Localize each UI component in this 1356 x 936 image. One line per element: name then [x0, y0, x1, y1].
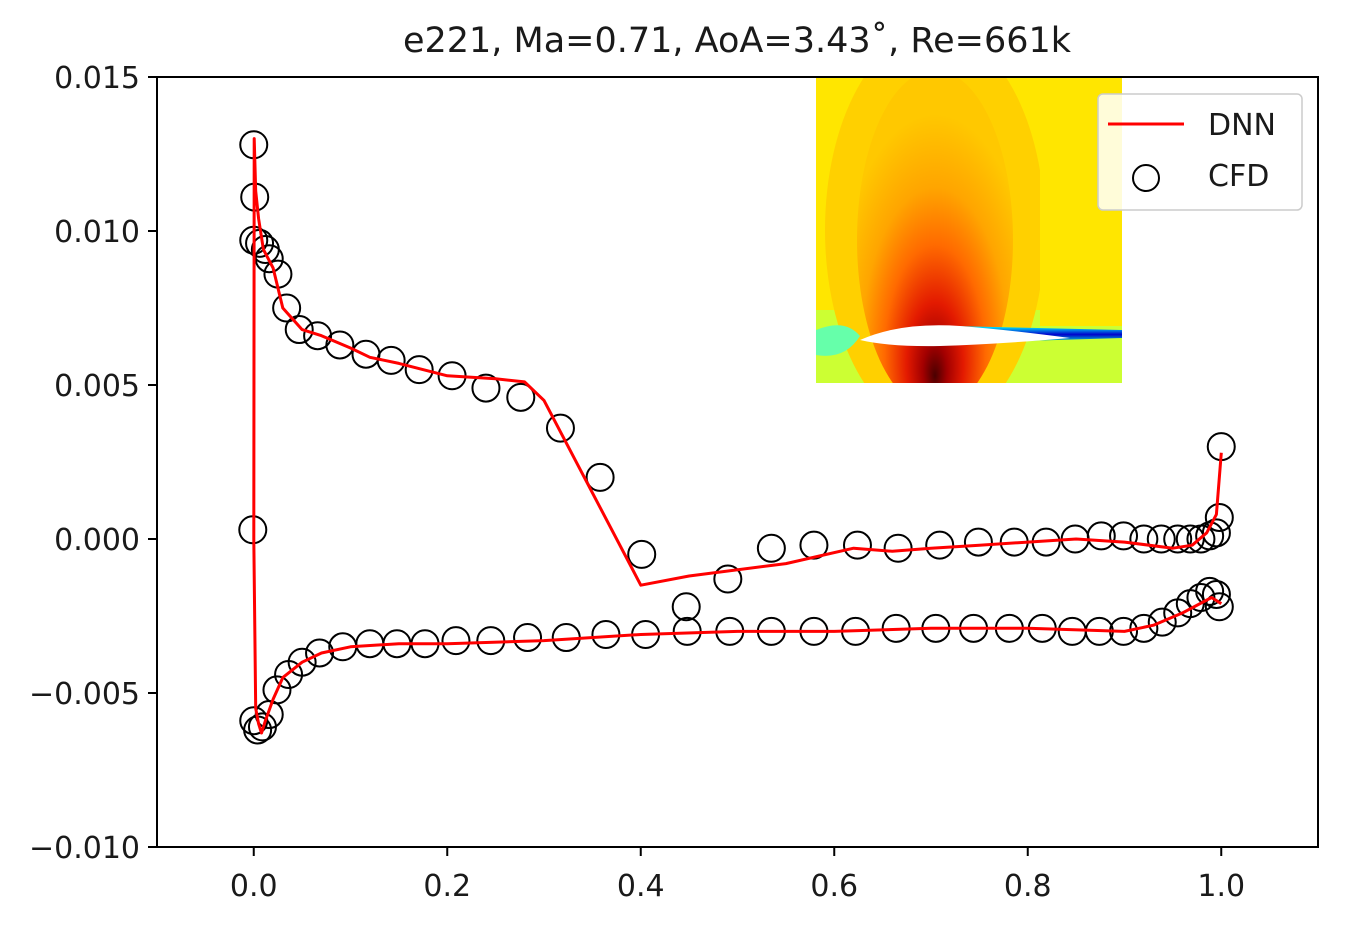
- cfd-point: [883, 533, 913, 563]
- cfd-point: [1204, 592, 1234, 622]
- cfd-point: [591, 619, 621, 649]
- cfd-point: [545, 413, 575, 443]
- cfd-point: [1109, 521, 1139, 551]
- y-tick-label: 0.010: [54, 215, 140, 250]
- y-axis-ticks: 0.015 0.010 0.005 0.000 −0.005 −0.010: [29, 61, 157, 866]
- cfd-point: [963, 527, 993, 557]
- cfd-point: [1129, 524, 1159, 554]
- cfd-point: [842, 530, 872, 560]
- cfd-point: [1195, 521, 1225, 551]
- cfd-point: [305, 638, 335, 668]
- cfd-point: [627, 539, 657, 569]
- plot-area: [238, 130, 1236, 745]
- chart-title: e221, Ma=0.71, AoA=3.43˚, Re=661k: [403, 20, 1072, 61]
- cfd-point: [713, 564, 743, 594]
- inset-core-contour: [857, 76, 1013, 383]
- cfd-point: [471, 373, 501, 403]
- cfd-point: [1163, 524, 1193, 554]
- cfd-point: [1201, 579, 1231, 609]
- y-tick-label: 0.000: [54, 523, 140, 558]
- cfd-point: [284, 315, 314, 345]
- cfd-point: [404, 355, 434, 385]
- x-axis-ticks: 0.0 0.2 0.4 0.6 0.8 1.0: [230, 847, 1245, 904]
- flow-field-inset: [816, 76, 1122, 383]
- x-tick-label: 0.0: [230, 869, 278, 904]
- cfd-point: [1201, 518, 1231, 548]
- cfd-point: [1147, 607, 1177, 637]
- legend-cfd-label: CFD: [1208, 159, 1269, 194]
- cfd-point: [272, 293, 302, 323]
- cfd-point: [262, 675, 292, 705]
- cfd-point: [506, 382, 536, 412]
- cfd-point: [287, 647, 317, 677]
- legend-cfd-swatch: [1132, 164, 1160, 192]
- axes-frame: [156, 76, 1319, 848]
- cfd-point: [1186, 583, 1216, 613]
- cfd-point: [671, 592, 701, 622]
- cfd-point: [441, 626, 471, 656]
- cfd-point: [513, 623, 543, 653]
- dnn-series-line: [252, 137, 1223, 735]
- cfd-point: [1204, 502, 1234, 532]
- cfd-point: [254, 244, 284, 274]
- y-tick-label: −0.005: [29, 677, 140, 712]
- cfd-point: [1086, 521, 1116, 551]
- x-tick-label: 0.2: [423, 869, 471, 904]
- cfd-point: [925, 530, 955, 560]
- airfoil-shape: [860, 325, 1070, 347]
- x-tick-label: 0.8: [1004, 869, 1052, 904]
- cfd-point: [1129, 613, 1159, 643]
- y-tick-label: −0.010: [29, 831, 140, 866]
- x-tick-label: 0.4: [617, 869, 665, 904]
- cfd-point: [1146, 524, 1176, 554]
- legend-dnn-label: DNN: [1208, 108, 1276, 143]
- cfd-point: [325, 330, 355, 360]
- legend: DNN CFD: [1097, 93, 1303, 211]
- x-tick-label: 0.6: [810, 869, 858, 904]
- cfd-point: [756, 533, 786, 563]
- y-tick-label: 0.015: [54, 61, 140, 96]
- inset-leading-edge-field: [816, 325, 860, 356]
- cfd-point: [585, 462, 615, 492]
- y-tick-label: 0.005: [54, 369, 140, 404]
- cfd-point: [1195, 576, 1225, 606]
- x-tick-label: 1.0: [1197, 869, 1245, 904]
